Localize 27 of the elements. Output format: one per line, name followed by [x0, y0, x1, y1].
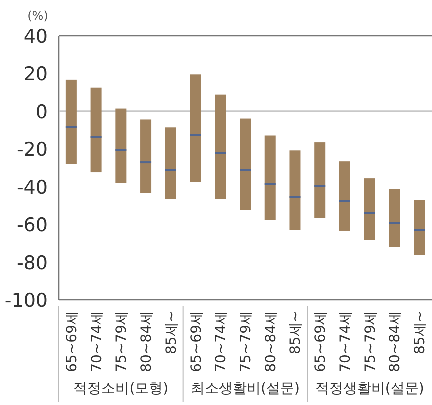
y-tick-label: -40 [16, 176, 48, 199]
x-tick-label: 75~79세 [238, 311, 254, 372]
x-tick-label: 85세~ [412, 311, 429, 355]
y-tick-label: -20 [16, 139, 48, 162]
x-tick-label: 85세~ [164, 311, 180, 355]
x-tick-label: 65~69세 [313, 311, 330, 372]
x-tick-label: 65~69세 [64, 311, 80, 372]
text: 적정생활비(설문) [315, 381, 424, 397]
y-tick-label: -80 [16, 252, 48, 274]
x-tick-label: 75~79세 [362, 311, 379, 372]
y-tick-label: 20 [24, 64, 48, 86]
x-tick-label: 80~84세 [139, 311, 156, 372]
x-tick-label: 65~69세 [188, 311, 205, 372]
y-axis-title: (%) [28, 9, 48, 23]
x-tick-label: 70~74세 [338, 311, 354, 372]
text: 최소생활비(설문) [191, 381, 300, 397]
x-tick-label: 80~84세 [388, 311, 404, 372]
x-tick-label: 70~74세 [89, 311, 106, 372]
x-tick-label: 80~84세 [263, 311, 280, 372]
x-tick-label: 70~74세 [214, 311, 230, 372]
y-tick-label: -100 [4, 290, 48, 312]
y-tick-label: 40 [24, 26, 48, 48]
x-tick-label: 85세~ [288, 311, 304, 355]
text: 적정소비(모형) [74, 381, 169, 397]
x-tick-label: 75~79세 [114, 311, 130, 372]
y-tick-label: -60 [16, 214, 48, 237]
y-tick-label: 0 [36, 101, 48, 124]
